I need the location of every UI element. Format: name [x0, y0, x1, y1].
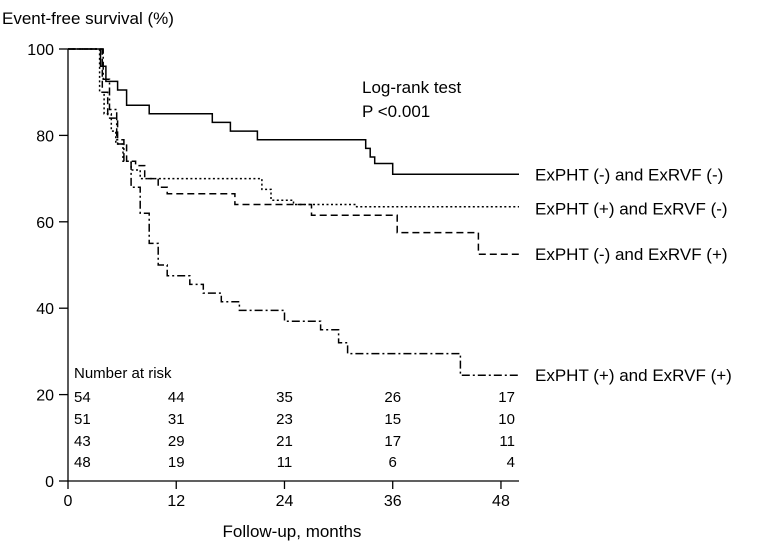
y-axis-label: Event-free survival (%)	[2, 9, 174, 28]
y-tick-label: 80	[36, 128, 54, 145]
y-tick-label: 60	[36, 215, 54, 232]
risk-table-cell: 31	[168, 411, 185, 428]
survival-curve-3	[68, 48, 519, 255]
risk-table-cell: 29	[168, 433, 185, 450]
survival-curve-1	[68, 48, 519, 176]
logrank-label: Log-rank test	[362, 78, 461, 97]
x-tick-label: 24	[276, 493, 294, 510]
risk-table-cell: 21	[276, 433, 293, 450]
risk-table-cell: 6	[389, 454, 397, 471]
series-label-1: ExPHT (-) and ExRVF (-)	[535, 165, 723, 184]
risk-table-cell: 26	[384, 389, 401, 406]
risk-table-cell: 54	[74, 389, 91, 406]
logrank-pvalue: P <0.001	[362, 102, 430, 121]
risk-table-cell: 51	[74, 411, 91, 428]
series-label-4: ExPHT (+) and ExRVF (+)	[535, 366, 732, 385]
risk-table-cell: 4	[507, 454, 515, 471]
y-tick-label: 20	[36, 388, 54, 405]
x-tick-label: 48	[492, 493, 510, 510]
series-label-3: ExPHT (-) and ExRVF (+)	[535, 245, 728, 264]
risk-table-header: Number at risk	[74, 365, 172, 382]
y-tick-label: 0	[45, 474, 54, 491]
risk-table-cell: 43	[74, 433, 91, 450]
risk-table-cell: 17	[384, 433, 401, 450]
x-axis-label: Follow-up, months	[223, 522, 362, 541]
y-tick-label: 40	[36, 301, 54, 318]
risk-table-cell: 48	[74, 454, 91, 471]
risk-table-cell: 23	[276, 411, 293, 428]
survival-curve-2	[68, 48, 519, 208]
risk-table-cell: 11	[499, 433, 515, 450]
x-tick-label: 12	[167, 493, 185, 510]
risk-table-cell: 19	[168, 454, 185, 471]
risk-table-cell: 11	[277, 454, 293, 471]
series-label-2: ExPHT (+) and ExRVF (-)	[535, 200, 728, 219]
risk-table-cell: 10	[498, 411, 515, 428]
x-tick-label: 36	[384, 493, 402, 510]
risk-table-cell: 17	[498, 389, 515, 406]
risk-table-cell: 15	[384, 411, 401, 428]
y-tick-label: 100	[27, 42, 54, 59]
survival-curve-4	[68, 48, 519, 376]
x-tick-label: 0	[64, 493, 73, 510]
risk-table-cell: 35	[276, 389, 293, 406]
risk-table-cell: 44	[168, 389, 185, 406]
